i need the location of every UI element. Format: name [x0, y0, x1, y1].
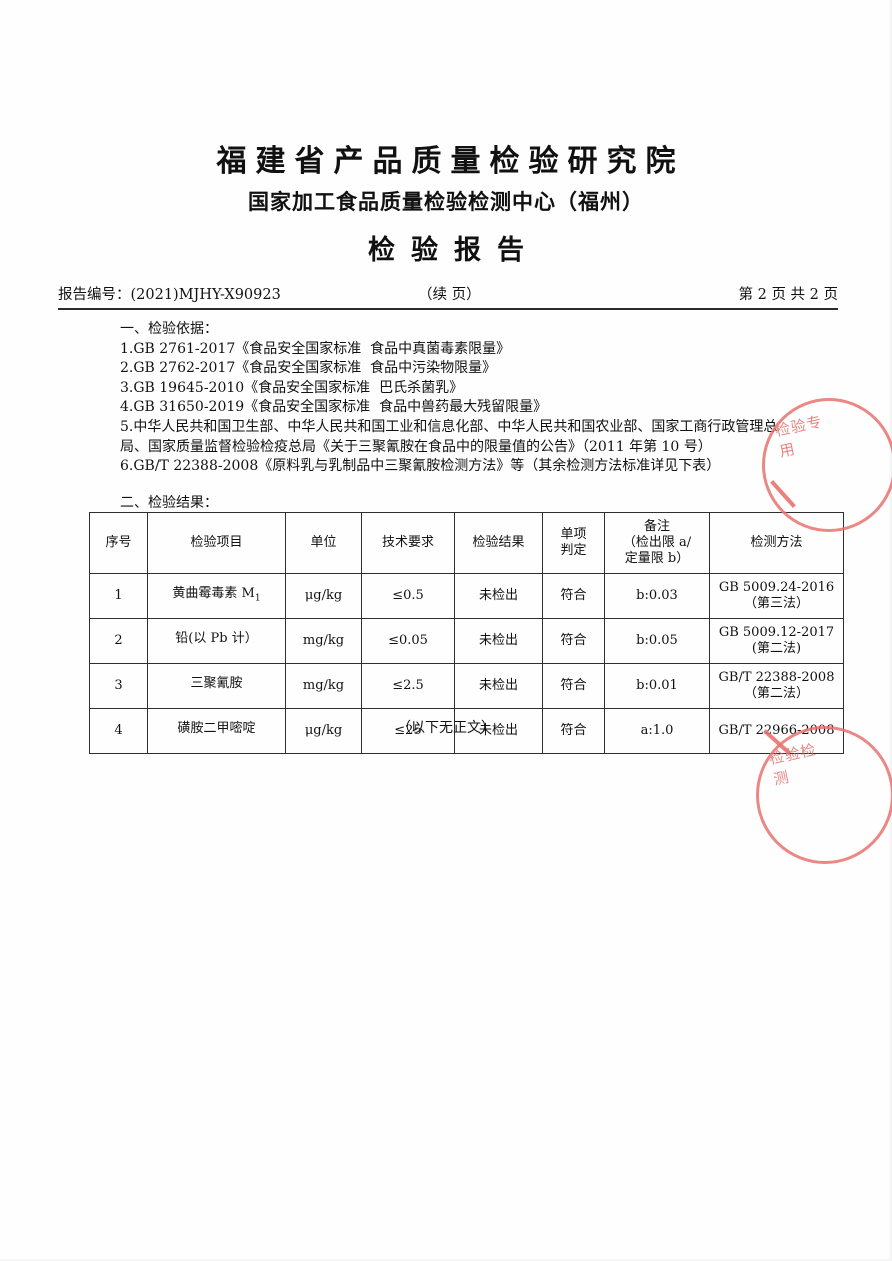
method-line1: GB 5009.12-2017 — [718, 625, 835, 640]
basis-item: 1.GB 2761-2017《食品安全国家标准 食品中真菌毒素限量》 — [120, 340, 511, 357]
cell-judgement: 符合 — [542, 573, 605, 619]
results-table-wrapper: 序号 检验项目 单位 技术要求 检验结果 单项 判定 备注 （检出限 a/ 定量… — [89, 512, 844, 754]
remark-header-line1: 备注 — [643, 519, 670, 534]
continued-page-marker: （续 页） — [418, 287, 481, 303]
cell-unit: mg/kg — [285, 663, 362, 709]
table-row: 2 铅(以 Pb 计） mg/kg ≤0.05 未检出 符合 b:0.05 GB… — [89, 618, 844, 664]
basis-item: 6.GB/T 22388-2008《原料乳与乳制品中三聚氰胺检测方法》等（其余检… — [120, 458, 721, 475]
cell-item: 黄曲霉毒素 M1 — [147, 573, 286, 619]
cell-item-text: 三聚氰胺 — [190, 675, 243, 691]
cell-item-text: 铅(以 Pb 计） — [175, 630, 258, 646]
inspection-basis-section: 一、检验依据： 1.GB 2761-2017《食品安全国家标准 食品中真菌毒素限… — [120, 320, 795, 477]
basis-item: 5.中华人民共和国卫生部、中华人民共和国工业和信息化部、中华人民共和国农业部、国… — [120, 418, 778, 455]
method-line2: （第三法） — [743, 596, 809, 611]
cell-requirement: ≤25 — [361, 708, 455, 754]
method-line2: (第二法) — [751, 641, 802, 656]
column-header-item: 检验项目 — [147, 512, 286, 574]
header-divider — [58, 308, 838, 310]
method-line2: （第二法） — [743, 686, 809, 701]
cell-unit: μg/kg — [285, 708, 362, 754]
cell-result: 未检出 — [454, 663, 543, 709]
document-title: 检验报告 — [368, 235, 540, 266]
cell-method: GB/T 22388-2008 （第二法） — [709, 663, 844, 709]
cell-requirement: ≤0.05 — [361, 618, 455, 664]
cell-result: 未检出 — [454, 573, 543, 619]
cell-item: 磺胺二甲嘧啶 — [147, 708, 286, 754]
results-table: 序号 检验项目 单位 技术要求 检验结果 单项 判定 备注 （检出限 a/ 定量… — [89, 512, 844, 754]
report-number: 报告编号：(2021)MJHY-X90923 — [58, 283, 281, 304]
table-row: 1 黄曲霉毒素 M1 μg/kg ≤0.5 未检出 符合 b:0.03 GB 5… — [89, 573, 844, 619]
cell-remark: b:0.03 — [604, 573, 710, 619]
report-number-label: 报告编号： — [58, 287, 131, 303]
cell-requirement: ≤2.5 — [361, 663, 455, 709]
report-meta-row: 报告编号：(2021)MJHY-X90923 （续 页） 第 2 页 共 2 页 — [58, 283, 838, 305]
cell-unit: mg/kg — [285, 618, 362, 664]
column-header-no: 序号 — [89, 512, 148, 574]
cell-requirement: ≤0.5 — [361, 573, 455, 619]
official-seal-icon: 检验专用 — [762, 398, 892, 532]
cell-no: 2 — [89, 618, 148, 664]
table-header-row: 序号 检验项目 单位 技术要求 检验结果 单项 判定 备注 （检出限 a/ 定量… — [89, 512, 844, 574]
cell-no: 3 — [89, 663, 148, 709]
inspection-basis-heading: 一、检验依据： — [120, 321, 218, 337]
judgement-header-line2: 判定 — [560, 543, 587, 558]
table-row: 4 磺胺二甲嘧啶 μg/kg ≤25 未检出 符合 a:1.0 GB/T 229… — [89, 708, 844, 754]
cell-judgement: 符合 — [542, 708, 605, 754]
cell-item-text: 黄曲霉毒素 M — [172, 585, 255, 601]
page-indicator: 第 2 页 共 2 页 — [738, 287, 839, 303]
judgement-header-line1: 单项 — [560, 527, 587, 542]
official-seal-icon: 检验检测 — [756, 726, 892, 864]
method-line1: GB 5009.24-2016 — [718, 580, 835, 595]
page-edge-bottom — [0, 1259, 892, 1261]
cell-result: 未检出 — [454, 708, 543, 754]
column-header-unit: 单位 — [285, 512, 362, 574]
cell-method: GB 5009.12-2017 (第二法) — [709, 618, 844, 664]
cell-item: 铅(以 Pb 计） — [147, 618, 286, 664]
basis-item: 2.GB 2762-2017《食品安全国家标准 食品中污染物限量》 — [120, 360, 497, 377]
cell-item-subscript: 1 — [254, 593, 261, 604]
basis-item: 3.GB 19645-2010《食品安全国家标准 巴氏杀菌乳》 — [120, 379, 464, 396]
page-edge-right — [889, 0, 892, 1261]
column-header-remark: 备注 （检出限 a/ 定量限 b） — [604, 512, 710, 574]
end-of-text-note: （以下无正文） — [397, 720, 495, 736]
table-row: 3 三聚氰胺 mg/kg ≤2.5 未检出 符合 b:0.01 GB/T 223… — [89, 663, 844, 709]
cell-method: GB 5009.24-2016 （第三法） — [709, 573, 844, 619]
cell-item: 三聚氰胺 — [147, 663, 286, 709]
inspection-results-heading: 二、检验结果： — [120, 495, 218, 511]
remark-header-line3: 定量限 b） — [624, 551, 690, 566]
cell-remark: b:0.05 — [604, 618, 710, 664]
cell-judgement: 符合 — [542, 663, 605, 709]
center-name: 国家加工食品质量检验检测中心（福州） — [248, 189, 644, 214]
cell-unit: μg/kg — [285, 573, 362, 619]
column-header-judgement: 单项 判定 — [542, 512, 605, 574]
cell-remark: b:0.01 — [604, 663, 710, 709]
column-header-result: 检验结果 — [454, 512, 543, 574]
cell-result: 未检出 — [454, 618, 543, 664]
cell-no: 1 — [89, 573, 148, 619]
cell-judgement: 符合 — [542, 618, 605, 664]
method-line1: GB/T 22388-2008 — [718, 670, 835, 685]
basis-item: 4.GB 31650-2019《食品安全国家标准 食品中兽药最大残留限量》 — [120, 399, 548, 416]
column-header-requirement: 技术要求 — [361, 512, 455, 574]
cell-item-text: 磺胺二甲嘧啶 — [177, 720, 256, 736]
seal-top-text: 检验专用 — [773, 412, 825, 461]
report-number-value: (2021)MJHY-X90923 — [130, 287, 281, 303]
remark-header-line2: （检出限 a/ — [622, 535, 692, 550]
organization-title: 福建省产品质量检验研究院 — [216, 144, 685, 179]
